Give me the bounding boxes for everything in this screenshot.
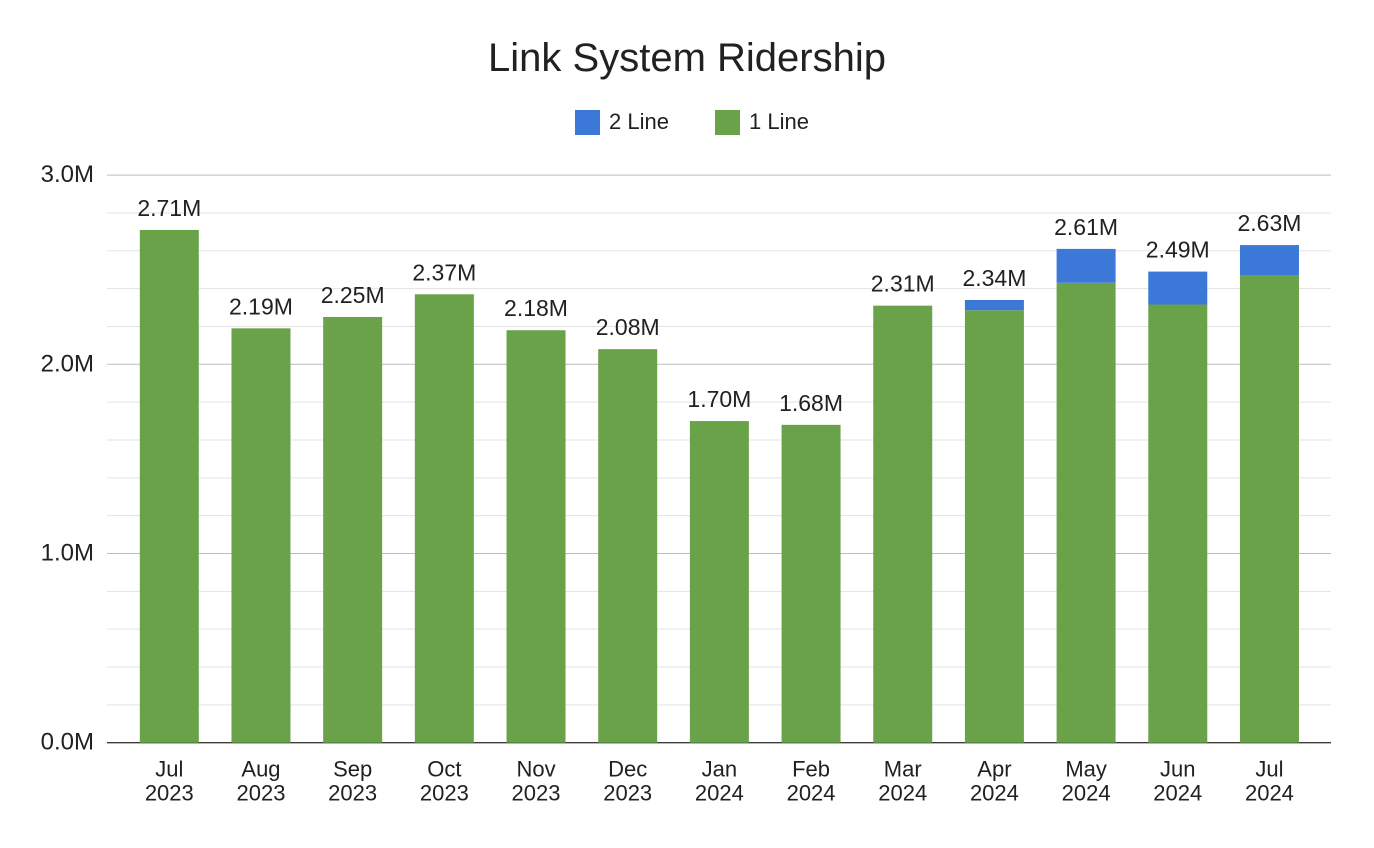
svg-text:2024: 2024 (695, 780, 744, 805)
svg-text:2023: 2023 (145, 780, 194, 805)
svg-text:2.49M: 2.49M (1146, 237, 1210, 263)
svg-text:2.71M: 2.71M (137, 195, 201, 221)
svg-text:Mar: Mar (884, 757, 922, 782)
svg-text:2.0M: 2.0M (41, 350, 94, 377)
svg-text:2024: 2024 (787, 780, 836, 805)
svg-text:2.31M: 2.31M (871, 271, 935, 297)
svg-text:2024: 2024 (1153, 780, 1202, 805)
svg-text:2.08M: 2.08M (596, 314, 660, 340)
svg-text:Dec: Dec (608, 757, 647, 782)
svg-text:3.0M: 3.0M (41, 161, 94, 188)
svg-text:2023: 2023 (237, 780, 286, 805)
svg-text:1.0M: 1.0M (41, 540, 94, 567)
svg-text:1.68M: 1.68M (779, 390, 843, 416)
svg-text:2024: 2024 (970, 780, 1019, 805)
svg-text:2.25M: 2.25M (321, 282, 385, 308)
svg-text:May: May (1065, 757, 1107, 782)
svg-text:1.70M: 1.70M (687, 386, 751, 412)
svg-text:2.18M: 2.18M (504, 295, 568, 321)
svg-text:Jan: Jan (702, 757, 737, 782)
svg-text:2023: 2023 (328, 780, 377, 805)
svg-text:Feb: Feb (792, 757, 830, 782)
svg-text:2024: 2024 (1245, 780, 1294, 805)
svg-text:2.63M: 2.63M (1237, 210, 1301, 236)
svg-text:2.61M: 2.61M (1054, 214, 1118, 240)
svg-text:Sep: Sep (333, 757, 372, 782)
svg-text:Jun: Jun (1160, 757, 1195, 782)
svg-text:2023: 2023 (603, 780, 652, 805)
svg-text:Aug: Aug (241, 757, 280, 782)
svg-text:Oct: Oct (427, 757, 461, 782)
svg-text:2024: 2024 (878, 780, 927, 805)
svg-text:2.34M: 2.34M (962, 265, 1026, 291)
svg-text:Jul: Jul (1255, 757, 1283, 782)
svg-text:2024: 2024 (1062, 780, 1111, 805)
svg-text:Apr: Apr (977, 757, 1011, 782)
svg-text:Nov: Nov (516, 757, 555, 782)
svg-text:2023: 2023 (512, 780, 561, 805)
svg-text:2.37M: 2.37M (412, 259, 476, 285)
svg-text:2023: 2023 (420, 780, 469, 805)
svg-text:Jul: Jul (155, 757, 183, 782)
svg-text:0.0M: 0.0M (41, 729, 94, 756)
svg-text:2.19M: 2.19M (229, 293, 293, 319)
